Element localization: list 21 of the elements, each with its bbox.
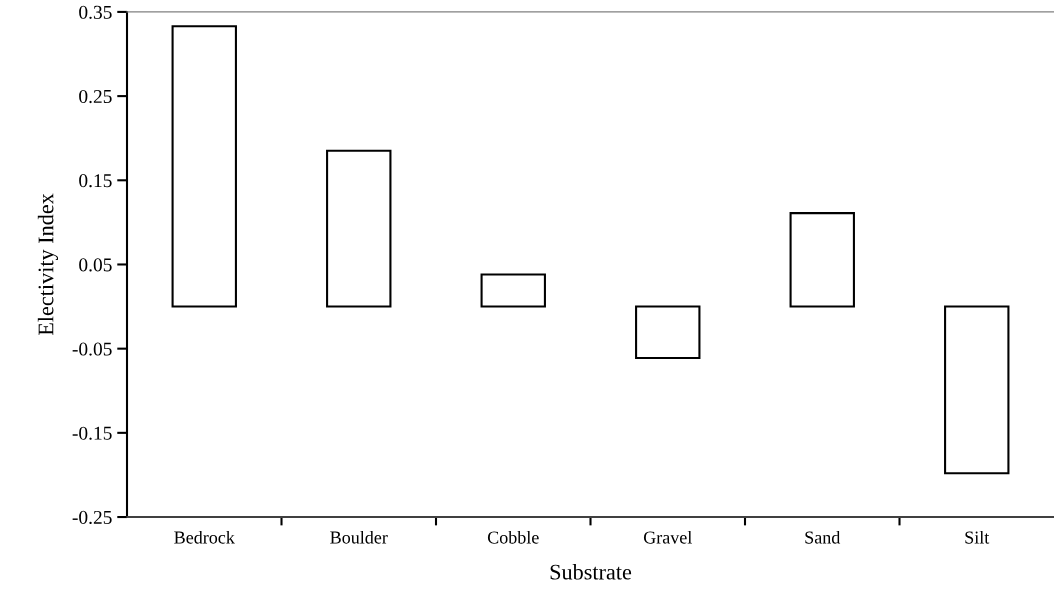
y-tick-label: -0.15 [72,426,112,440]
y-tick-label: 0.35 [79,5,112,19]
x-tick-label: Boulder [330,530,388,544]
bar [480,273,546,308]
bar [326,149,392,308]
y-tick-label: 0.05 [79,258,112,272]
x-tick-label: Gravel [643,530,692,544]
bar [944,305,1010,475]
x-tick-label: Sand [805,530,841,544]
x-tick-label: Silt [965,530,990,544]
y-tick-label: -0.05 [72,342,112,356]
x-axis-title: Substrate [550,563,632,580]
bar [635,305,701,359]
y-tick-label: -0.25 [72,510,112,525]
y-tick-label: 0.25 [79,89,112,104]
y-tick-label: 0.15 [79,174,112,188]
x-tick-label: Cobble [487,530,539,544]
x-tick-label: Bedrock [174,530,235,544]
bar [789,212,855,308]
bar [171,25,237,308]
y-axis-title: Electivity Index [37,193,59,336]
